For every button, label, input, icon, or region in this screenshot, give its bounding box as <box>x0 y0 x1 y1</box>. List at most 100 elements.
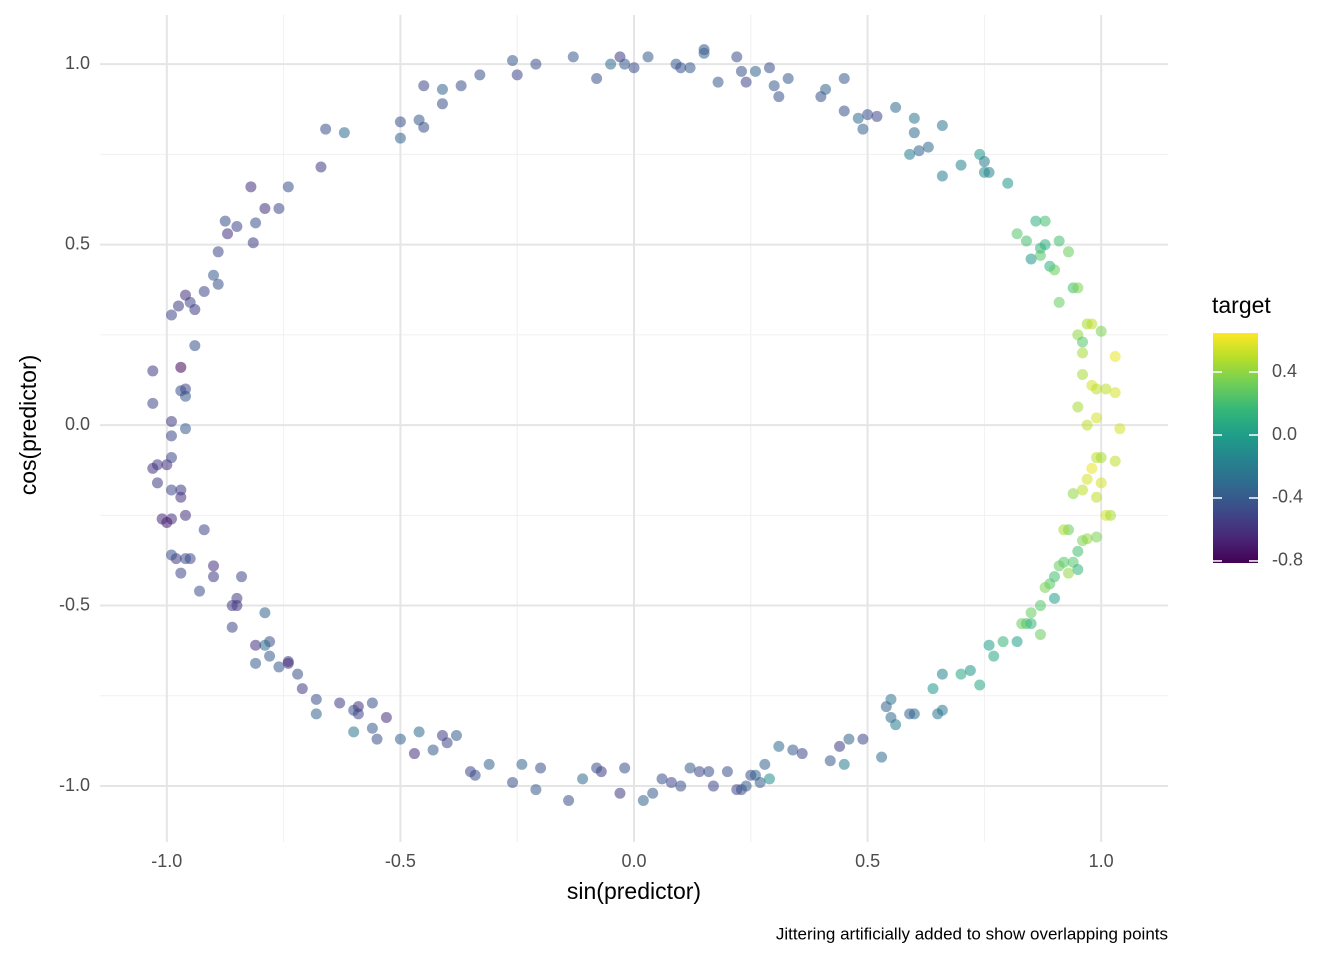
point <box>684 762 696 774</box>
point <box>464 766 476 778</box>
point <box>1114 423 1126 435</box>
point <box>1002 177 1014 189</box>
x-tick-label: -1.0 <box>151 851 182 871</box>
point <box>436 730 448 742</box>
caption: Jittering artificially added to show ove… <box>776 924 1168 943</box>
point <box>250 217 262 229</box>
point <box>1077 336 1089 348</box>
y-tick-label: -1.0 <box>59 775 90 795</box>
point <box>773 91 785 103</box>
point <box>208 269 220 281</box>
point <box>315 161 327 173</box>
point <box>189 340 201 352</box>
point <box>516 758 528 770</box>
point <box>394 132 406 144</box>
point <box>642 51 654 63</box>
point <box>1109 455 1121 467</box>
point <box>179 423 191 435</box>
point <box>1025 618 1037 630</box>
point <box>1077 347 1089 359</box>
point <box>936 170 948 182</box>
point <box>857 733 869 745</box>
point <box>408 748 420 760</box>
point <box>194 585 206 597</box>
point <box>530 784 542 796</box>
point <box>226 621 238 633</box>
point <box>535 762 547 774</box>
point <box>175 361 187 373</box>
point <box>418 80 430 92</box>
point <box>1011 636 1023 648</box>
point <box>1077 484 1089 496</box>
point <box>876 751 888 763</box>
point <box>450 730 462 742</box>
point <box>436 98 448 110</box>
point <box>740 780 752 792</box>
x-tick-label: 1.0 <box>1089 851 1114 871</box>
point <box>231 221 243 233</box>
point <box>862 109 874 121</box>
point <box>1081 533 1093 545</box>
point <box>768 80 780 92</box>
point <box>296 683 308 695</box>
point <box>1072 282 1084 294</box>
colorbar-title: target <box>1212 292 1271 318</box>
point <box>936 668 948 680</box>
point <box>1086 462 1098 474</box>
point <box>978 156 990 168</box>
point <box>834 740 846 752</box>
point <box>1072 545 1084 557</box>
point <box>628 62 640 74</box>
point <box>1091 383 1103 395</box>
point <box>208 560 220 572</box>
point <box>749 65 761 77</box>
point <box>198 286 210 298</box>
point <box>222 228 234 240</box>
point <box>507 776 519 788</box>
point <box>740 76 752 88</box>
point <box>824 755 836 767</box>
point <box>208 571 220 583</box>
point <box>913 145 925 157</box>
point <box>366 722 378 734</box>
point <box>156 513 168 525</box>
point <box>721 766 733 778</box>
point <box>165 430 177 442</box>
point <box>310 708 322 720</box>
point <box>366 697 378 709</box>
point <box>474 69 486 81</box>
point <box>1109 387 1121 399</box>
point <box>179 553 191 565</box>
point <box>1091 491 1103 503</box>
point <box>1095 325 1107 337</box>
point <box>605 58 617 70</box>
point <box>1034 600 1046 612</box>
point <box>219 215 231 227</box>
point <box>731 51 743 63</box>
point <box>927 683 939 695</box>
point <box>820 83 832 95</box>
point <box>247 237 259 249</box>
colorbar-tick-label: -0.8 <box>1272 550 1303 570</box>
point <box>890 101 902 113</box>
points <box>147 44 1126 806</box>
point <box>838 105 850 117</box>
point <box>857 123 869 135</box>
point <box>418 121 430 133</box>
point <box>852 112 864 124</box>
point <box>735 65 747 77</box>
point <box>904 708 916 720</box>
point <box>964 665 976 677</box>
point <box>334 697 346 709</box>
point <box>1067 488 1079 500</box>
point <box>250 657 262 669</box>
point <box>1016 618 1028 630</box>
point <box>259 607 271 619</box>
point <box>619 58 631 70</box>
point <box>427 744 439 756</box>
point <box>932 708 944 720</box>
point <box>684 62 696 74</box>
point <box>563 794 575 806</box>
point <box>1053 235 1065 247</box>
